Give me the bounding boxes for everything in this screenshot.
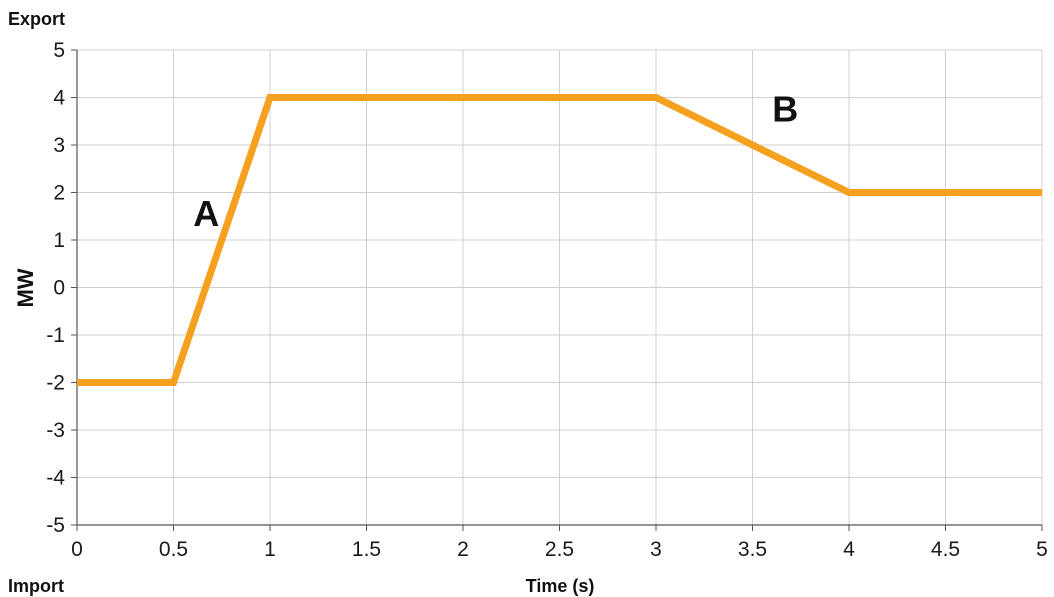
x-tick-label: 3.5 (738, 538, 767, 561)
y-tick-label: 0 (53, 277, 65, 300)
x-tick-label: 0.5 (159, 538, 188, 561)
series (76, 94, 1043, 386)
x-tick-label: 2 (457, 538, 469, 561)
series-line (77, 94, 1042, 386)
x-tick-label: 5 (1036, 538, 1048, 561)
export-label: Export (8, 9, 65, 29)
x-tick-label: 4.5 (931, 538, 960, 561)
x-axis-label: Time (s) (526, 576, 595, 596)
grid (76, 49, 1043, 526)
x-tick-label: 1 (264, 538, 276, 561)
x-tick-label: 2.5 (545, 538, 574, 561)
y-tick-label: 1 (53, 229, 65, 252)
x-tick-label: 1.5 (352, 538, 381, 561)
annotations: AB (193, 88, 798, 234)
y-tick-label: 4 (53, 87, 65, 110)
x-tick-label: 3 (650, 538, 662, 561)
y-tick-label: -4 (46, 467, 65, 490)
y-tick-label: 2 (53, 182, 65, 205)
y-tick-label: -5 (46, 514, 65, 537)
import-label: Import (8, 576, 64, 596)
y-tick-label: -1 (46, 324, 65, 347)
tick-labels: 5 4 3 2 1 0 -1 -2 -3 -4 -5 0 0.5 1 1.5 2 2.5 3 3.5 4 4.5 5 (46, 39, 1048, 561)
y-tick-label: 3 (53, 134, 65, 157)
x-tick-label: 0 (71, 538, 83, 561)
axes (71, 49, 1043, 531)
x-tick-label: 4 (843, 538, 855, 561)
y-tick-label: -2 (46, 372, 65, 395)
annotation-a: A (193, 193, 219, 234)
y-tick-label: -3 (46, 419, 65, 442)
annotation-b: B (772, 88, 798, 129)
y-axis-label: MW (13, 268, 38, 307)
y-tick-label: 5 (53, 39, 65, 62)
